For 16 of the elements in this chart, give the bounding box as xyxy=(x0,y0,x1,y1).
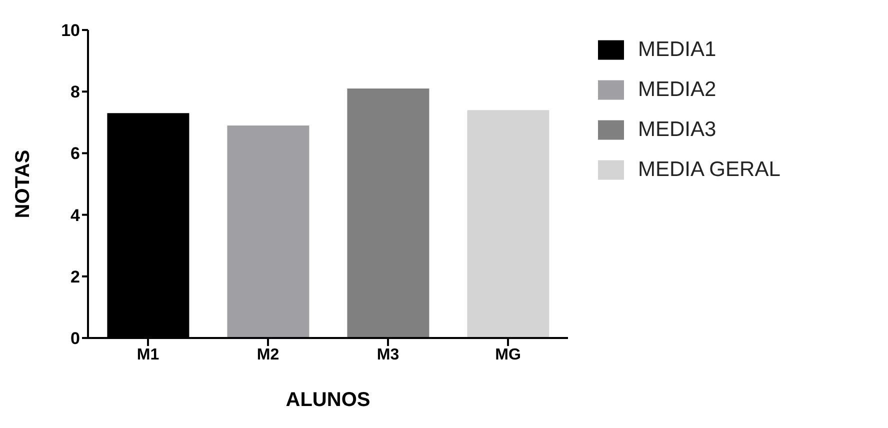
y-axis-title: NOTAS xyxy=(12,150,34,218)
x-axis-title: ALUNOS xyxy=(286,389,370,411)
x-tick-label: M1 xyxy=(136,346,160,364)
y-tick-label: 4 xyxy=(70,206,81,225)
y-tick-label: 6 xyxy=(70,144,80,164)
legend-label: MEDIA1 xyxy=(638,38,716,61)
x-tick-label: M2 xyxy=(256,346,280,364)
y-tick-label: 2 xyxy=(70,267,80,286)
legend-label: MEDIA3 xyxy=(638,118,716,141)
y-tick-label: 0 xyxy=(70,329,80,348)
x-tick-label: MG xyxy=(495,346,521,364)
y-tick-label: 8 xyxy=(70,82,80,102)
y-tick-label: 10 xyxy=(61,21,80,40)
legend-label: MEDIA GERAL xyxy=(638,158,780,181)
legend-label: MEDIA2 xyxy=(638,78,716,101)
x-tick-label: M3 xyxy=(376,346,400,364)
